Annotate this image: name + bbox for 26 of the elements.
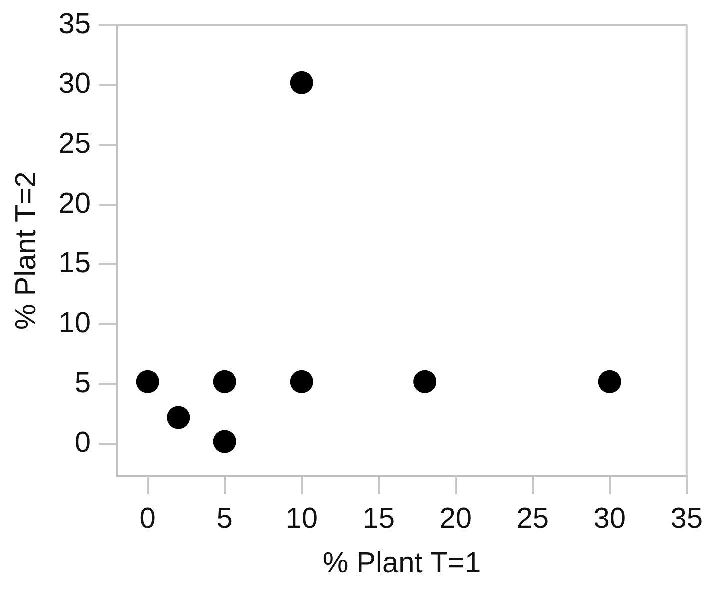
- y-tick-label: 5: [74, 367, 92, 400]
- x-tick-label: 15: [362, 502, 395, 535]
- x-tick-label: 25: [516, 502, 549, 535]
- point: [213, 370, 236, 394]
- point: [213, 430, 236, 454]
- point: [598, 370, 622, 394]
- y-axis-title: % Plant T=2: [10, 172, 42, 330]
- point: [290, 370, 314, 394]
- x-tick-label: 10: [286, 502, 318, 535]
- x-tick-label: 30: [594, 502, 626, 535]
- x-tick-label: 20: [440, 502, 472, 535]
- y-tick-label: 30: [58, 68, 92, 100]
- y-tick-label: 10: [58, 307, 92, 340]
- y-tick-label: 35: [58, 8, 92, 40]
- point: [167, 406, 190, 430]
- x-tick-label: 5: [216, 502, 233, 535]
- y-tick-label: 15: [58, 248, 92, 280]
- x-tick-label: 35: [670, 502, 704, 535]
- y-tick-label: 0: [74, 427, 92, 460]
- point: [290, 71, 314, 94]
- x-axis-title: % Plant T=1: [322, 548, 482, 580]
- y-tick-label: 20: [58, 188, 92, 220]
- y-tick-label: 25: [58, 128, 92, 160]
- point: [414, 370, 437, 394]
- point: [136, 370, 160, 394]
- x-tick-label: 0: [140, 502, 156, 535]
